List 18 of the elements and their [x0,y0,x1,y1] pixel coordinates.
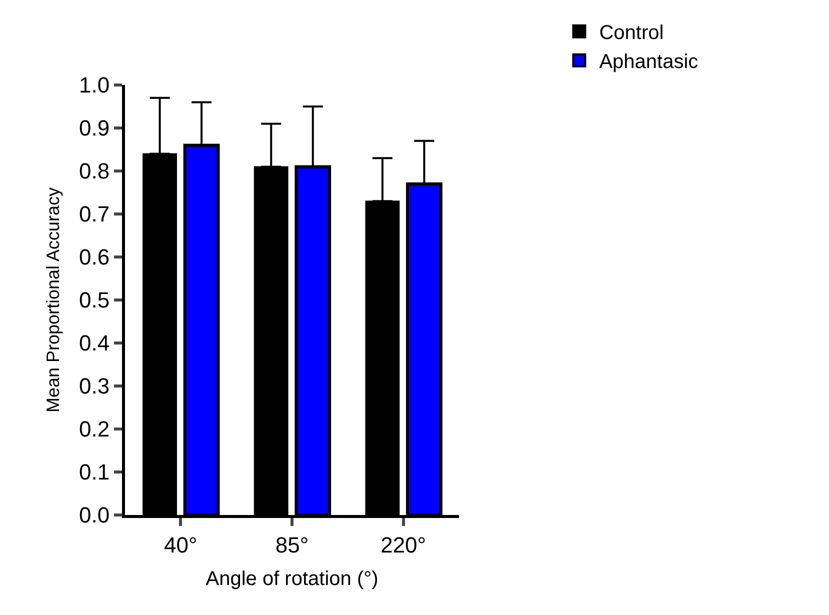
legend-label: Control [599,22,664,44]
text: 1.0 [79,72,110,98]
y-tick-label: 0.1 [79,460,110,485]
legend-label: Aphantasic [599,51,698,74]
text: 0.0 [79,502,110,528]
y-tick-label: 0.2 [79,416,110,442]
y-tick-label: 0.7 [79,202,110,227]
y-axis-title: Mean Proportional Accuracy [43,187,64,413]
y-tick-label: 0.6 [79,244,110,270]
y-tick-label: 0.8 [79,158,110,184]
y-tick-label: 0.5 [79,288,110,313]
y-tick-label: 0.4 [79,330,110,356]
x-axis-title: Angle of rotation (°) [206,568,378,590]
y-tick-label: 0.3 [79,374,110,399]
x-tick-label: 85° [275,532,309,558]
y-tick-label: 0.9 [79,116,110,141]
x-tick-label: 220° [380,532,426,558]
x-tick-label: 40° [164,532,198,558]
